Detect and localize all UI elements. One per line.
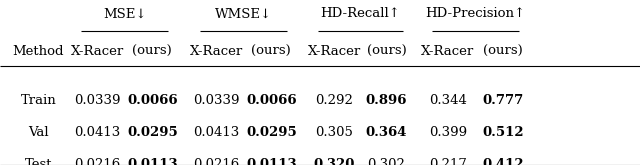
Text: HD-Precision↑: HD-Precision↑: [426, 7, 525, 20]
Text: HD-Recall↑: HD-Recall↑: [321, 7, 400, 20]
Text: 0.777: 0.777: [483, 94, 524, 107]
Text: 0.399: 0.399: [429, 126, 467, 139]
Text: 0.0339: 0.0339: [193, 94, 239, 107]
Text: 0.0216: 0.0216: [74, 158, 120, 165]
Text: (ours): (ours): [367, 45, 406, 58]
Text: 0.0066: 0.0066: [246, 94, 297, 107]
Text: 0.0216: 0.0216: [193, 158, 239, 165]
Text: 0.292: 0.292: [315, 94, 353, 107]
Text: 0.0113: 0.0113: [127, 158, 178, 165]
Text: 0.344: 0.344: [429, 94, 467, 107]
Text: 0.0413: 0.0413: [74, 126, 120, 139]
Text: 0.0113: 0.0113: [246, 158, 297, 165]
Text: X-Racer: X-Racer: [189, 45, 243, 58]
Text: 0.0066: 0.0066: [127, 94, 178, 107]
Text: 0.305: 0.305: [315, 126, 353, 139]
Text: (ours): (ours): [252, 45, 291, 58]
Text: Val: Val: [28, 126, 49, 139]
Text: 0.0295: 0.0295: [127, 126, 178, 139]
Text: 0.512: 0.512: [482, 126, 524, 139]
Text: X-Racer: X-Racer: [421, 45, 475, 58]
Text: 0.0295: 0.0295: [246, 126, 297, 139]
Text: X-Racer: X-Racer: [307, 45, 361, 58]
Text: 0.364: 0.364: [366, 126, 407, 139]
Text: WMSE↓: WMSE↓: [215, 7, 273, 20]
Text: (ours): (ours): [483, 45, 523, 58]
Text: 0.217: 0.217: [429, 158, 467, 165]
Text: 0.0413: 0.0413: [193, 126, 239, 139]
Text: 0.0339: 0.0339: [74, 94, 120, 107]
Text: (ours): (ours): [132, 45, 172, 58]
Text: 0.896: 0.896: [366, 94, 407, 107]
Text: Train: Train: [20, 94, 56, 107]
Text: Method: Method: [13, 45, 64, 58]
Text: Test: Test: [25, 158, 52, 165]
Text: X-Racer: X-Racer: [70, 45, 124, 58]
Text: 0.302: 0.302: [367, 158, 406, 165]
Text: 0.412: 0.412: [482, 158, 524, 165]
Text: MSE↓: MSE↓: [103, 7, 147, 20]
Text: 0.320: 0.320: [314, 158, 355, 165]
